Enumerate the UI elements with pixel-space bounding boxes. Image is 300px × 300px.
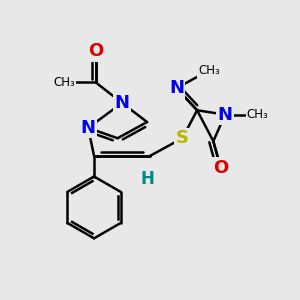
- Text: N: N: [115, 94, 130, 112]
- Text: CH₃: CH₃: [198, 64, 220, 77]
- Text: S: S: [176, 129, 189, 147]
- Text: N: N: [218, 106, 232, 124]
- Text: CH₃: CH₃: [247, 108, 268, 121]
- Text: N: N: [81, 119, 96, 137]
- Text: H: H: [140, 170, 154, 188]
- Text: CH₃: CH₃: [54, 76, 76, 89]
- Text: O: O: [88, 42, 103, 60]
- Text: O: O: [213, 159, 228, 177]
- Text: N: N: [169, 79, 184, 97]
